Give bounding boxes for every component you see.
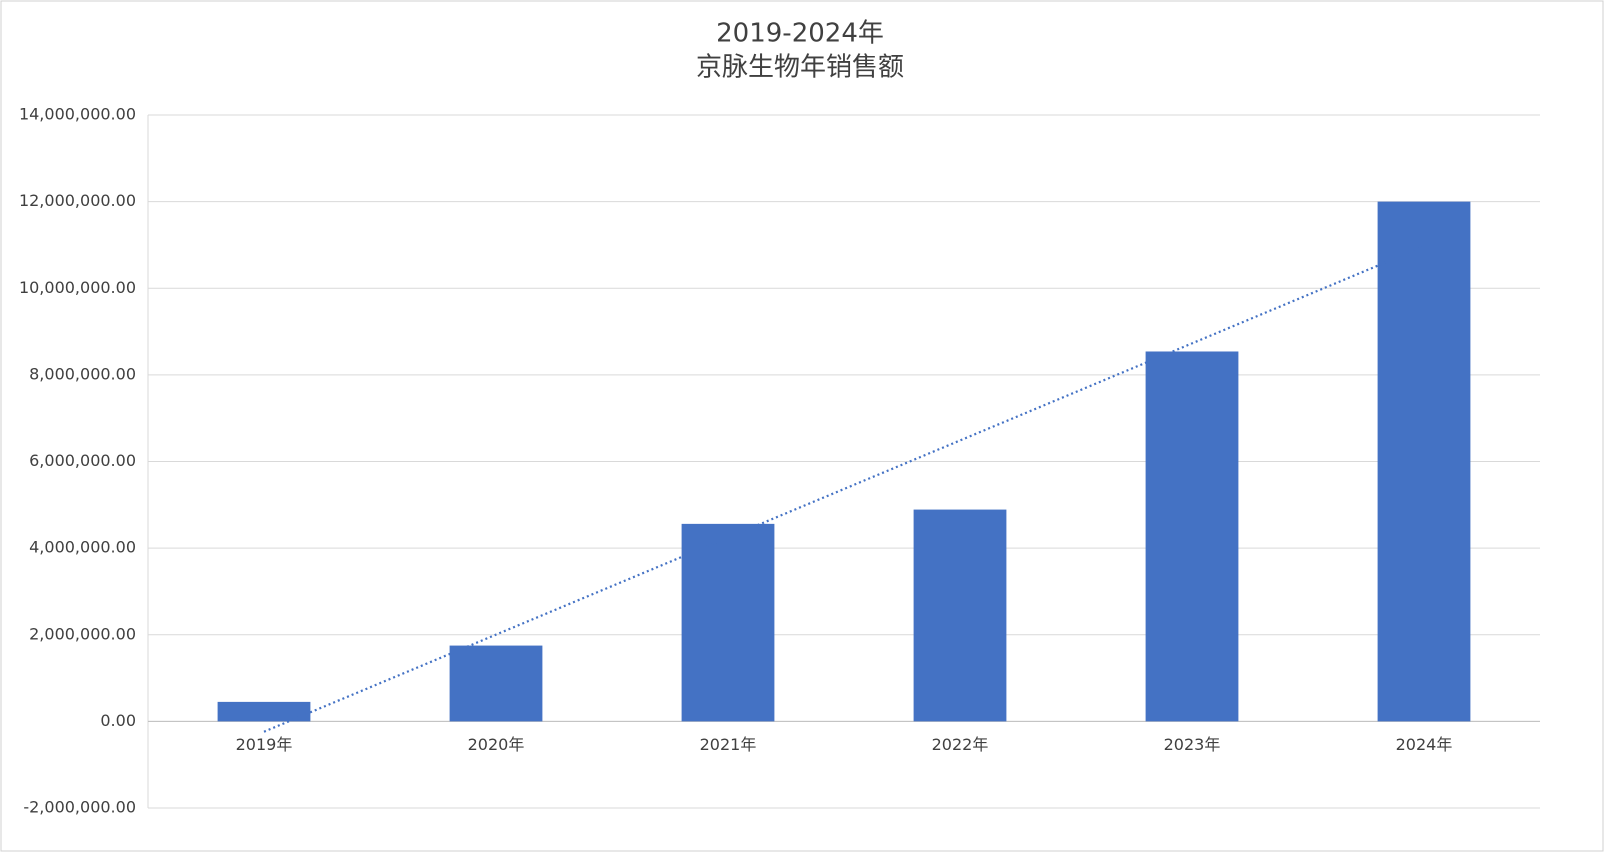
bar: [1145, 351, 1239, 722]
x-tick-label: 2023年: [1164, 735, 1221, 754]
y-tick-label: 10,000,000.00: [19, 278, 136, 297]
bar: [1377, 201, 1471, 722]
y-tick-label: 0.00: [100, 711, 136, 730]
bar: [217, 701, 311, 722]
chart-title-line: 京脉生物年销售额: [696, 53, 904, 83]
y-tick-label: -2,000,000.00: [23, 798, 136, 817]
y-tick-label: 14,000,000.00: [19, 105, 136, 124]
y-tick-label: 4,000,000.00: [29, 538, 136, 557]
x-tick-label: 2020年: [468, 735, 525, 754]
bar: [681, 523, 775, 722]
bar: [913, 509, 1007, 722]
x-tick-label: 2021年: [700, 735, 757, 754]
x-tick-label: 2019年: [236, 735, 293, 754]
y-tick-label: 8,000,000.00: [29, 364, 136, 383]
chart-title-line: 2019-2024年: [716, 19, 884, 49]
bar: [449, 645, 543, 722]
y-tick-label: 12,000,000.00: [19, 191, 136, 210]
x-tick-label: 2024年: [1396, 735, 1453, 754]
x-tick-label: 2022年: [932, 735, 989, 754]
y-tick-label: 6,000,000.00: [29, 451, 136, 470]
y-tick-label: 2,000,000.00: [29, 624, 136, 643]
